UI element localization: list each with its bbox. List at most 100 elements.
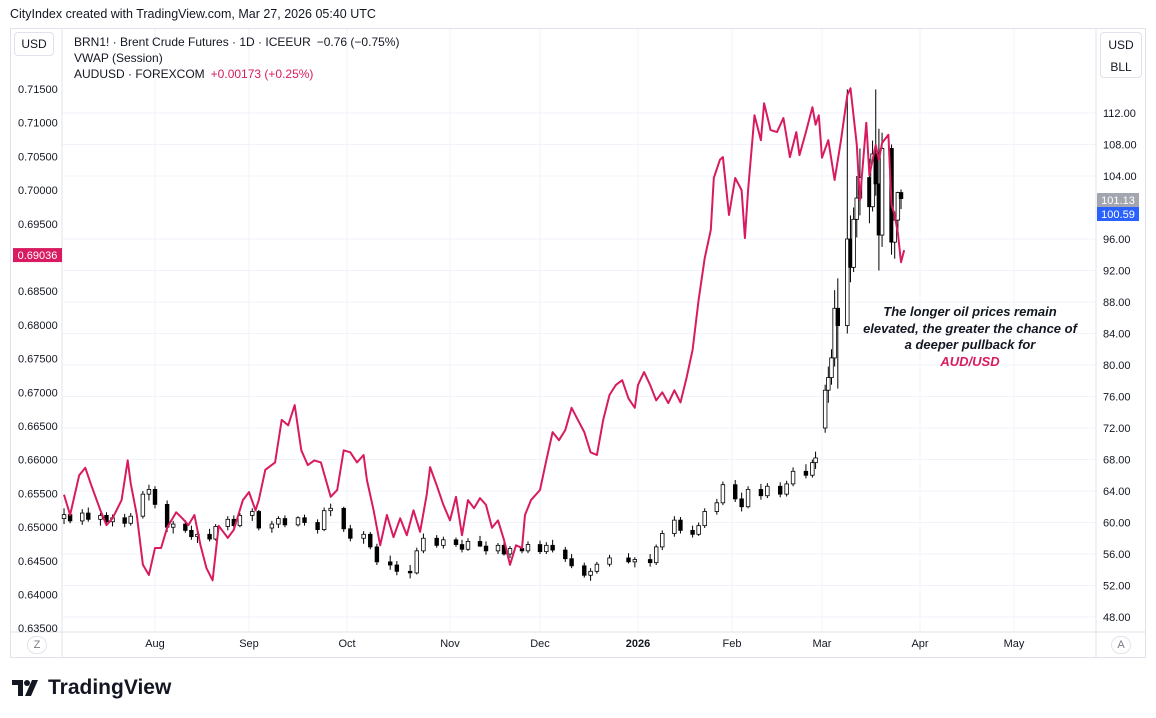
right-axis-tick-label: 48.00	[1103, 612, 1131, 624]
candle-body	[873, 153, 878, 185]
auto-scale-right-button[interactable]: A	[1111, 636, 1131, 654]
legend-vwap[interactable]: VWAP (Session)	[74, 51, 163, 65]
candle-body	[387, 561, 393, 566]
candle	[790, 467, 796, 487]
candle	[61, 508, 67, 525]
candle-body	[341, 507, 346, 530]
candle-body	[582, 565, 587, 576]
auto-scale-left-button[interactable]: Z	[27, 636, 47, 654]
candle	[394, 561, 400, 576]
candle	[421, 533, 426, 554]
candle	[495, 542, 501, 554]
candle-body	[544, 544, 549, 553]
candle-body	[810, 462, 815, 476]
candle-body	[237, 515, 243, 527]
audusd-line[interactable]	[63, 87, 906, 582]
candle-body	[588, 570, 593, 576]
right-axis-tick-label: 72.00	[1103, 423, 1131, 435]
candle-body	[183, 523, 188, 531]
candle-body	[778, 485, 783, 495]
left-axis-tick-label: 0.68500	[18, 286, 58, 298]
candle	[544, 542, 549, 554]
candle	[588, 568, 593, 581]
right-axis-tick-label: 96.00	[1103, 234, 1131, 246]
candle	[829, 349, 834, 385]
left-axis-tick-label: 0.65000	[18, 522, 58, 534]
candle-body	[98, 515, 103, 520]
candle	[525, 541, 531, 554]
candle	[189, 525, 194, 540]
candle-body	[152, 489, 158, 505]
left-axis-tick-label: 0.70500	[18, 151, 58, 163]
candle	[441, 536, 446, 549]
candle	[594, 561, 600, 574]
candle-body	[813, 457, 818, 464]
candle	[714, 498, 720, 515]
candle	[434, 535, 439, 548]
legend-overlay-series[interactable]: AUDUSD · FOREXCOM +0.00173 (+0.25%)	[74, 66, 399, 82]
time-axis-tick-label: 2026	[626, 638, 650, 650]
candle	[784, 480, 789, 497]
candle	[810, 459, 815, 478]
candle	[282, 515, 288, 528]
candle	[407, 565, 413, 579]
vwap-value-label-background	[1097, 207, 1139, 221]
candle-body	[295, 517, 301, 526]
candle-body	[739, 498, 744, 508]
candle	[146, 484, 152, 501]
candle-body	[368, 533, 373, 548]
annotation-text: The longer oil prices remain elevated, t…	[863, 304, 1077, 352]
left-axis-tick-label: 0.71500	[18, 84, 58, 96]
candle-body	[146, 489, 152, 495]
left-axis-tick-label: 0.69500	[18, 219, 58, 231]
brent-last-price-label-text: 101.13	[1101, 195, 1135, 207]
candle-body	[86, 512, 91, 520]
candle	[295, 516, 301, 527]
candle-body	[835, 307, 841, 327]
candle-body	[407, 570, 413, 574]
left-axis-tick-label: 0.70000	[18, 185, 58, 197]
left-axis-tick-label: 0.65500	[18, 488, 58, 500]
candle	[122, 513, 127, 528]
candle-body	[250, 511, 255, 516]
candle-body	[256, 511, 261, 529]
candle	[152, 486, 158, 509]
candle	[414, 547, 419, 575]
candle	[170, 520, 176, 534]
time-axis-tick-label: Apr	[911, 638, 928, 650]
right-currency-label: USD	[1108, 38, 1134, 52]
legend-main-series[interactable]: BRN1! · Brent Crude Futures · 1D · ICEEU…	[74, 34, 399, 50]
candle-body	[483, 545, 489, 552]
candle	[328, 503, 333, 517]
candle-body	[282, 518, 288, 526]
candle	[690, 525, 695, 538]
candle	[832, 290, 837, 367]
candle-body	[434, 537, 439, 546]
chart-annotation[interactable]: The longer oil prices remain elevated, t…	[862, 304, 1078, 370]
legend-overlay-change: +0.00173 (+0.25%)	[210, 67, 314, 81]
candle	[826, 366, 831, 403]
left-currency-button[interactable]: USD	[14, 32, 54, 56]
candle	[822, 384, 828, 433]
candle-body	[348, 528, 353, 539]
candle	[477, 535, 483, 547]
candle-body	[632, 559, 638, 563]
left-axis-tick-label: 0.66500	[18, 421, 58, 433]
candle	[745, 486, 751, 509]
candle	[537, 540, 543, 554]
legend-main-title: BRN1! · Brent Crude Futures · 1D · ICEEU…	[74, 35, 311, 49]
candle-body	[702, 511, 707, 527]
right-currency-unit-button[interactable]: USD BLL	[1100, 32, 1142, 78]
tradingview-logo[interactable]: TradingView	[12, 676, 171, 700]
candle-body	[898, 192, 904, 200]
candle	[873, 89, 878, 196]
candle-body	[459, 544, 465, 550]
tradingview-logo-icon	[12, 680, 38, 696]
candle-body	[851, 218, 856, 268]
chart-legend: BRN1! · Brent Crude Futures · 1D · ICEEU…	[74, 34, 399, 82]
right-axis-tick-label: 76.00	[1103, 392, 1131, 404]
legend-main-change: −0.76 (−0.75%)	[316, 35, 400, 49]
candle-body	[128, 515, 133, 524]
right-axis-tick-label: 64.00	[1103, 486, 1131, 498]
